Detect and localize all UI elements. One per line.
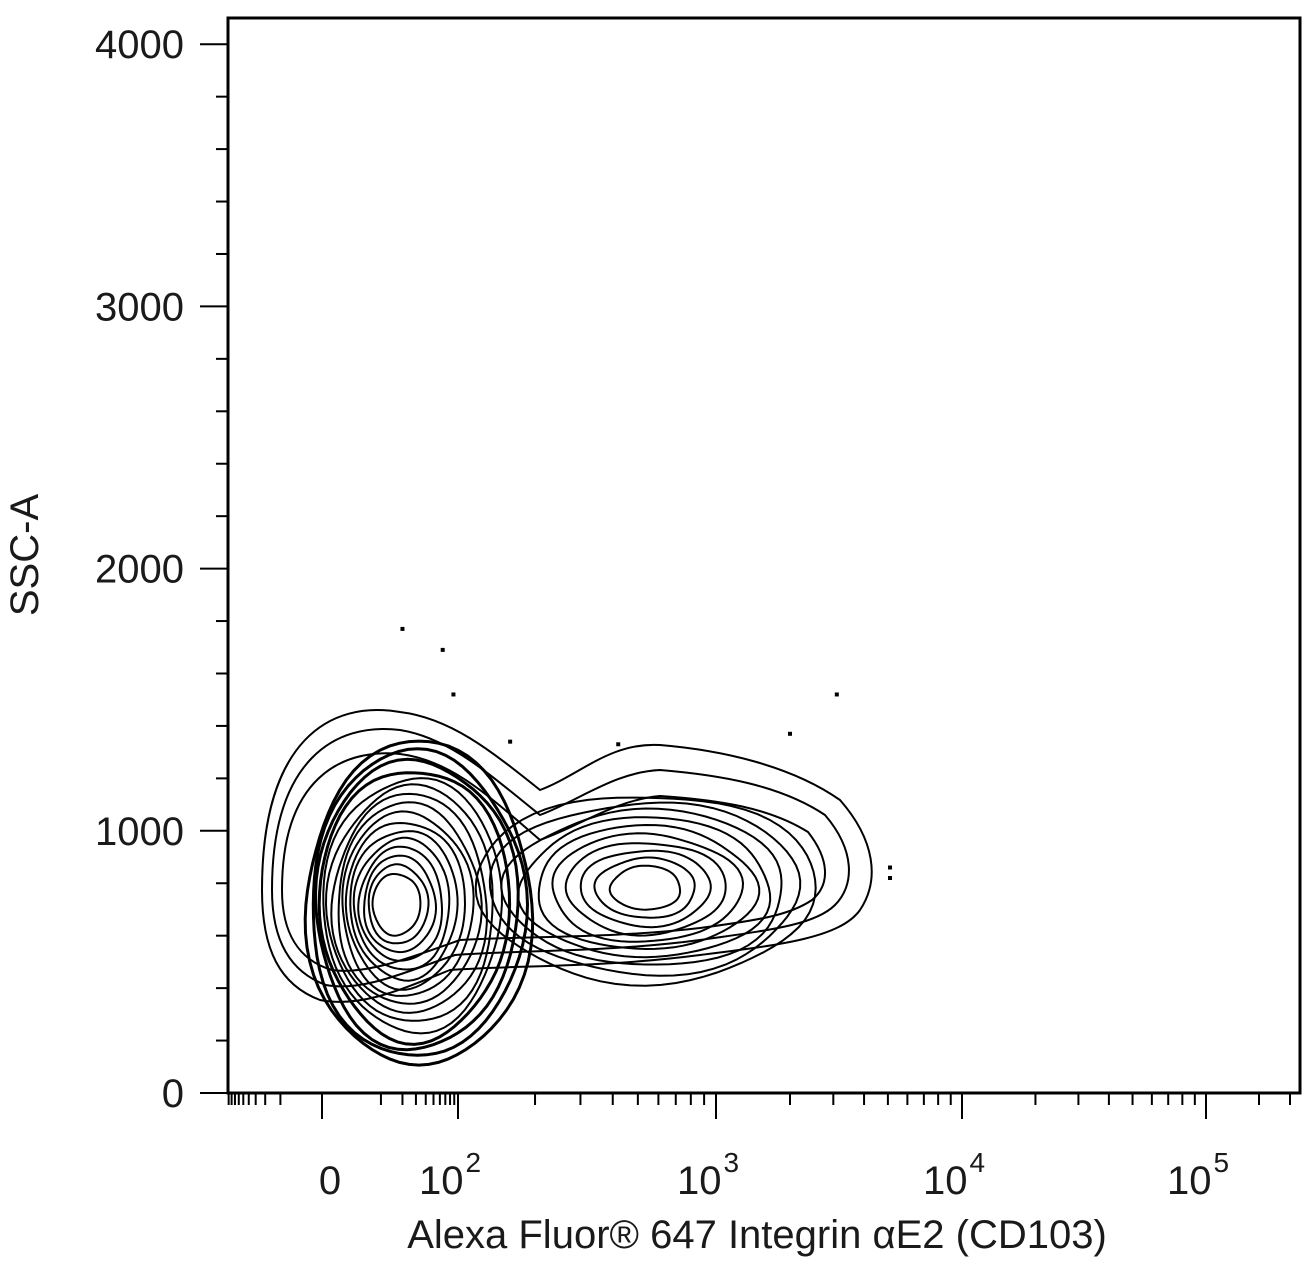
contour-line	[352, 836, 451, 971]
contour-line	[593, 856, 696, 919]
outlier-event	[616, 742, 621, 747]
contour-line	[330, 792, 488, 1014]
outlier-events	[400, 626, 893, 880]
x-tick-exponent: 4	[969, 1147, 985, 1178]
y-tick-label: 3000	[95, 285, 184, 329]
contour-line	[537, 823, 761, 951]
x-tick-label: 102	[419, 1147, 481, 1203]
x-tick-exponent: 3	[723, 1147, 739, 1178]
outlier-event	[888, 865, 893, 870]
y-tick-label: 1000	[95, 810, 184, 854]
plot-frame	[226, 16, 1302, 1095]
contour-line	[474, 796, 817, 987]
outlier-event	[787, 731, 792, 736]
y-tick-label: 0	[162, 1072, 184, 1116]
contour-line	[363, 854, 438, 954]
contour-line	[317, 771, 512, 1046]
contour-envelope	[260, 709, 873, 1003]
plot-frame-border	[226, 16, 1302, 1095]
contour-line	[367, 863, 430, 945]
contour-line	[608, 864, 682, 911]
y-axis: 0 1000 2000 3000 4000	[95, 23, 228, 1116]
outlier-event	[400, 626, 405, 631]
contour-line	[500, 807, 783, 966]
contour-line	[341, 810, 475, 997]
x-axis-title: Alexa Fluor® 647 Integrin αE2 (CD103)	[407, 1213, 1107, 1257]
outlier-event	[888, 876, 893, 880]
contour-lines	[260, 709, 873, 1067]
outlier-event	[834, 692, 839, 697]
contour-line	[488, 801, 802, 977]
contour-line	[303, 739, 535, 1067]
x-tick-exponent: 5	[1213, 1147, 1229, 1178]
y-axis-title: SSC-A	[3, 494, 47, 617]
x-tick-label: 0	[319, 1159, 341, 1203]
x-tick-label: 104	[923, 1147, 985, 1203]
contour-line	[579, 849, 712, 929]
contour-envelope	[270, 728, 850, 988]
contour-line	[551, 832, 745, 943]
x-tick-label: 105	[1167, 1147, 1229, 1203]
contour-line	[337, 801, 483, 1005]
contour-line	[517, 816, 772, 959]
y-tick-label: 4000	[95, 23, 184, 67]
x-axis: 0 102 103 104 105	[227, 1093, 1291, 1203]
y-tick-label: 2000	[95, 548, 184, 592]
contour-line	[349, 830, 459, 982]
x-tick-exponent: 2	[465, 1147, 481, 1178]
contour-line	[344, 821, 467, 991]
outlier-event	[451, 692, 456, 697]
contour-line	[324, 783, 494, 1022]
outlier-event	[508, 739, 513, 744]
contour-envelope	[280, 752, 826, 972]
contour-line	[564, 842, 727, 937]
contour-line	[314, 757, 520, 1052]
outlier-event	[440, 647, 445, 652]
contour-line	[322, 777, 503, 1035]
contour-line	[311, 747, 530, 1057]
contour-line	[371, 873, 422, 937]
x-tick-label: 103	[677, 1147, 739, 1203]
